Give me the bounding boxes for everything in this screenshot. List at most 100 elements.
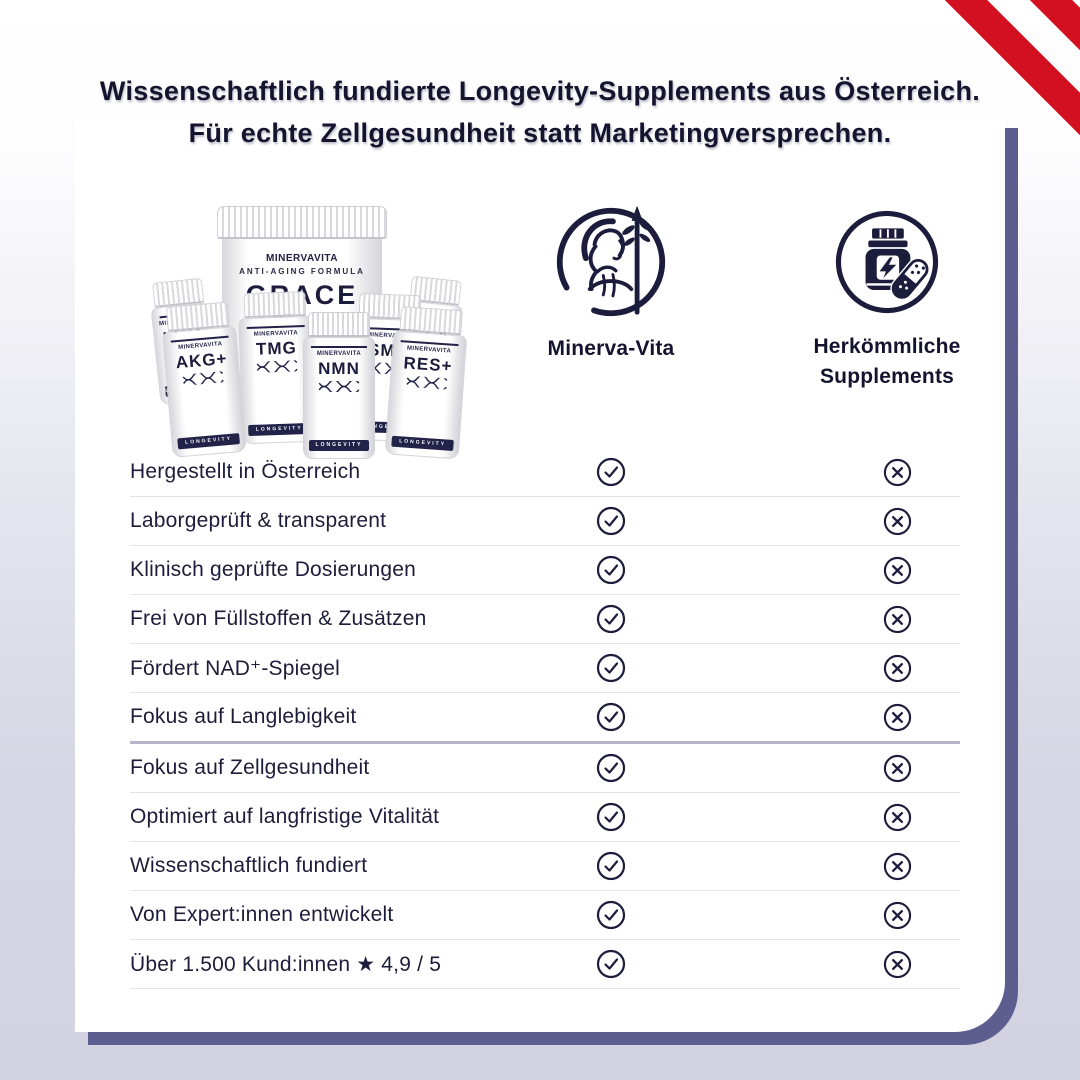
table-row: Klinisch geprüfte Dosierungen <box>130 546 960 595</box>
cross-circle-icon <box>883 950 911 978</box>
minerva-cell <box>581 851 641 881</box>
feature-label: Laborgeprüft & transparent <box>130 509 387 532</box>
check-circle-icon <box>596 506 626 536</box>
dna-icon <box>256 360 298 373</box>
conventional-cell <box>867 654 927 683</box>
table-row: Wissenschaftlich fundiert <box>130 842 960 891</box>
minerva-cell <box>581 753 641 783</box>
cross-circle-icon <box>883 754 911 782</box>
cross-circle-icon <box>883 901 911 929</box>
conventional-cell <box>867 703 927 732</box>
bottle-name: AKG+ <box>174 348 229 373</box>
conventional-column-label-line2: Supplements <box>819 365 955 388</box>
feature-label: Fokus auf Langlebigkeit <box>130 705 357 728</box>
dna-icon <box>318 381 360 392</box>
conventional-column-label-line1: Herkömmliche <box>813 335 961 358</box>
bottle-label: MINERVAVITA AKG+ LONGEVITY <box>161 325 247 458</box>
bottle-footer: LONGEVITY <box>391 435 454 451</box>
bottle-label: MINERVAVITA TMG LONGEVITY <box>238 315 317 445</box>
supplement-bottle: MINERVAVITA RES+ LONGEVITY <box>384 305 469 460</box>
bottle-footer: LONGEVITY <box>309 440 369 451</box>
cross-circle-icon <box>883 703 911 731</box>
minerva-cell <box>581 900 641 930</box>
bottle-cap <box>308 312 370 337</box>
conventional-cell <box>867 803 927 832</box>
check-circle-icon <box>596 457 626 487</box>
tub-subtitle: ANTI-AGING FORMULA <box>239 267 365 276</box>
bottle-name: TMG <box>255 338 298 359</box>
cross-circle-icon <box>883 852 911 880</box>
feature-label: Fördert NAD⁺-Spiegel <box>130 656 340 680</box>
table-row: Laborgeprüft & transparent <box>130 497 960 546</box>
bottle-label: MINERVAVITA NMN LONGEVITY <box>303 337 375 459</box>
conventional-cell <box>867 950 927 979</box>
minerva-goddess-icon <box>556 206 666 317</box>
minerva-cell <box>581 802 641 832</box>
flag-stripe-icon <box>944 0 1080 136</box>
supplement-bottle: MINERVAVITA AKG+ LONGEVITY <box>160 301 247 458</box>
bottle-brand: MINERVAVITA <box>316 351 362 357</box>
check-circle-icon <box>596 753 626 783</box>
check-circle-icon <box>596 949 626 979</box>
table-row: Hergestellt in Österreich <box>130 448 960 497</box>
cross-circle-icon <box>883 556 911 584</box>
check-circle-icon <box>596 802 626 832</box>
conventional-cell <box>867 507 927 536</box>
table-row: Von Expert:innen entwickelt <box>130 891 960 940</box>
bottle-label: MINERVAVITA RES+ LONGEVITY <box>384 330 468 460</box>
check-circle-icon <box>596 702 626 732</box>
minerva-cell <box>581 702 641 732</box>
check-circle-icon <box>596 900 626 930</box>
austria-flag-stripes <box>820 0 1080 200</box>
table-row: Über 1.500 Kund:innen ★ 4,9 / 5 <box>130 940 960 989</box>
table-row: Frei von Füllstoffen & Zusätzen <box>130 595 960 644</box>
product-image-group: MINERVAVITA ANTI-AGING FORMULA GRACE MIN… <box>140 192 470 460</box>
dna-icon <box>182 371 224 386</box>
table-row: Fokus auf Langlebigkeit <box>130 693 960 744</box>
cross-circle-icon <box>883 507 911 535</box>
feature-label: Klinisch geprüfte Dosierungen <box>130 558 416 581</box>
conventional-cell <box>867 901 927 930</box>
minerva-cell <box>581 457 641 487</box>
conventional-cell <box>867 458 927 487</box>
cross-circle-icon <box>883 605 911 633</box>
tub-brand: MINERVAVITA <box>266 253 338 264</box>
feature-label: Über 1.500 Kund:innen ★ 4,9 / 5 <box>130 952 442 976</box>
comparison-table: Hergestellt in Österreich Laborgeprüft &… <box>130 448 960 989</box>
check-circle-icon <box>596 653 626 683</box>
conventional-cell <box>867 556 927 585</box>
title-line-1: Wissenschaftlich fundierte Longevity-Sup… <box>99 76 981 106</box>
table-row: Fördert NAD⁺-Spiegel <box>130 644 960 693</box>
conventional-cell <box>867 754 927 783</box>
minerva-cell <box>581 555 641 585</box>
table-row: Optimiert auf langfristige Vitalität <box>130 793 960 842</box>
column-header-conventional: Herkömmliche Supplements <box>798 206 976 392</box>
minerva-cell <box>581 604 641 634</box>
feature-label: Wissenschaftlich fundiert <box>130 854 368 877</box>
conventional-cell <box>867 852 927 881</box>
cross-circle-icon <box>883 458 911 486</box>
check-circle-icon <box>596 555 626 585</box>
table-row: Fokus auf Zellgesundheit <box>130 744 960 793</box>
feature-label: Hergestellt in Österreich <box>130 460 361 483</box>
pill-bottle-icon <box>835 210 939 314</box>
tub-cap <box>217 206 387 239</box>
minerva-cell <box>581 653 641 683</box>
minerva-column-label: Minerva-Vita <box>547 337 675 360</box>
check-circle-icon <box>596 851 626 881</box>
minerva-cell <box>581 949 641 979</box>
check-circle-icon <box>596 604 626 634</box>
bottle-footer: LONGEVITY <box>177 433 240 450</box>
feature-label: Frei von Füllstoffen & Zusätzen <box>130 607 427 630</box>
feature-label: Optimiert auf langfristige Vitalität <box>130 805 440 828</box>
feature-label: Von Expert:innen entwickelt <box>130 903 394 926</box>
bottle-cap <box>243 290 307 319</box>
minerva-cell <box>581 506 641 536</box>
supplement-bottle: MINERVAVITA TMG LONGEVITY <box>237 290 317 445</box>
title-line-2: Für echte Zellgesundheit statt Marketing… <box>188 118 892 148</box>
supplement-bottle: MINERVAVITA NMN LONGEVITY <box>303 312 375 459</box>
column-header-minerva: Minerva-Vita <box>536 204 686 364</box>
bottle-footer: LONGEVITY <box>248 422 311 437</box>
page-title: Wissenschaftlich fundierte Longevity-Sup… <box>0 70 1080 154</box>
